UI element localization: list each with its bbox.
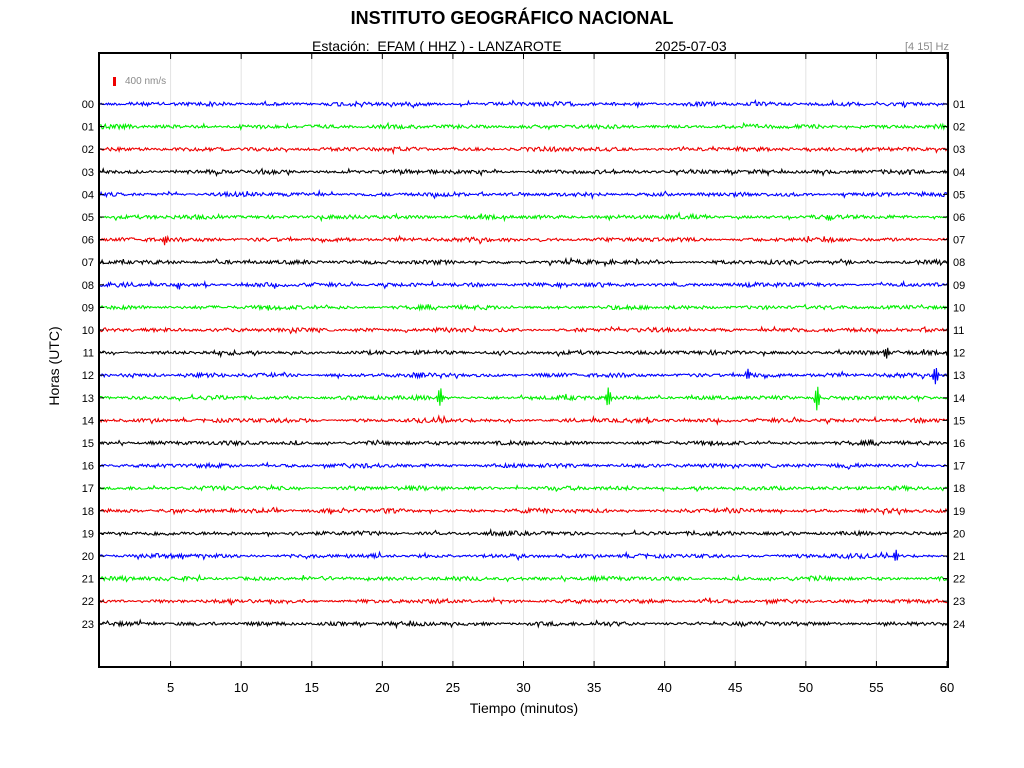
y-tick-label-right: 06 bbox=[953, 212, 965, 224]
y-tick-label-right: 10 bbox=[953, 302, 965, 314]
y-tick-label-left: 08 bbox=[82, 280, 94, 292]
y-tick-label-left: 11 bbox=[83, 348, 94, 360]
y-tick-label-left: 21 bbox=[82, 574, 94, 586]
amplitude-scale-bar bbox=[113, 77, 116, 86]
y-tick-label-left: 09 bbox=[82, 302, 94, 314]
y-tick-label-right: 18 bbox=[953, 483, 965, 495]
x-tick-label: 35 bbox=[587, 680, 601, 695]
y-tick-label-right: 15 bbox=[953, 415, 965, 427]
trace-hour-13 bbox=[100, 386, 948, 411]
trace-hour-19 bbox=[99, 527, 948, 538]
y-tick-label-right: 11 bbox=[953, 325, 964, 337]
trace-hour-12 bbox=[99, 367, 948, 385]
y-tick-label-left: 19 bbox=[82, 528, 94, 540]
trace-hour-02 bbox=[99, 145, 948, 156]
y-tick-label-left: 14 bbox=[82, 415, 94, 427]
trace-hour-23 bbox=[99, 618, 948, 630]
y-tick-label-right: 13 bbox=[953, 370, 965, 382]
y-axis-label: Horas (UTC) bbox=[46, 326, 62, 406]
y-tick-label-right: 07 bbox=[953, 235, 965, 247]
y-tick-label-right: 21 bbox=[953, 551, 965, 563]
trace-hour-17 bbox=[99, 483, 948, 493]
trace-hour-14 bbox=[99, 414, 948, 426]
x-tick-label: 55 bbox=[869, 680, 883, 695]
y-tick-label-left: 13 bbox=[82, 393, 94, 405]
y-tick-label-left: 12 bbox=[82, 370, 94, 382]
y-tick-label-left: 20 bbox=[82, 551, 94, 563]
y-tick-label-right: 20 bbox=[953, 528, 965, 540]
y-tick-label-right: 24 bbox=[953, 619, 965, 631]
y-tick-label-left: 06 bbox=[82, 235, 94, 247]
x-tick-label: 50 bbox=[799, 680, 813, 695]
trace-hour-16 bbox=[99, 460, 948, 470]
trace-hour-06 bbox=[99, 234, 948, 246]
trace-hour-05 bbox=[99, 211, 948, 223]
y-tick-label-right: 03 bbox=[953, 144, 965, 156]
page-title: INSTITUTO GEOGRÁFICO NACIONAL bbox=[350, 8, 674, 28]
y-tick-label-left: 22 bbox=[82, 596, 94, 608]
y-tick-label-left: 15 bbox=[82, 438, 94, 450]
trace-hour-03 bbox=[99, 167, 948, 178]
x-tick-label: 25 bbox=[446, 680, 460, 695]
trace-hour-09 bbox=[99, 303, 948, 312]
y-tick-label-left: 23 bbox=[82, 619, 94, 631]
y-tick-label-right: 14 bbox=[953, 393, 965, 405]
filter-band-label: [4 15] Hz bbox=[904, 41, 949, 53]
x-tick-label: 5 bbox=[167, 680, 174, 695]
y-tick-label-right: 23 bbox=[953, 596, 965, 608]
x-tick-label: 30 bbox=[516, 680, 530, 695]
trace-hour-08 bbox=[99, 279, 948, 290]
trace-hour-04 bbox=[99, 189, 948, 201]
y-tick-label-right: 16 bbox=[953, 438, 965, 450]
trace-hour-00 bbox=[99, 98, 948, 109]
y-tick-label-left: 00 bbox=[82, 99, 94, 111]
y-tick-label-right: 02 bbox=[953, 122, 965, 134]
y-tick-label-left: 10 bbox=[82, 325, 94, 337]
y-tick-label-right: 04 bbox=[953, 167, 965, 179]
x-tick-label: 15 bbox=[305, 680, 319, 695]
trace-hour-18 bbox=[99, 506, 948, 516]
x-tick-label: 20 bbox=[375, 680, 389, 695]
amplitude-scale-label: 400 nm/s bbox=[125, 76, 167, 87]
y-tick-label-left: 04 bbox=[82, 189, 94, 201]
y-tick-label-right: 22 bbox=[953, 574, 965, 586]
x-tick-label: 60 bbox=[940, 680, 954, 695]
date-label: 2025-07-03 bbox=[655, 38, 727, 54]
trace-hour-22 bbox=[99, 596, 947, 606]
y-tick-label-left: 05 bbox=[82, 212, 94, 224]
y-tick-label-left: 17 bbox=[82, 483, 94, 495]
y-tick-label-right: 05 bbox=[953, 189, 965, 201]
trace-hour-11 bbox=[99, 347, 948, 359]
y-tick-label-right: 17 bbox=[953, 461, 965, 473]
x-tick-label: 45 bbox=[728, 680, 742, 695]
trace-hour-15 bbox=[99, 438, 948, 447]
trace-hour-07 bbox=[99, 256, 948, 268]
trace-hour-21 bbox=[99, 573, 948, 583]
y-tick-label-left: 01 bbox=[82, 122, 94, 134]
y-tick-label-right: 01 bbox=[953, 99, 965, 111]
y-tick-label-left: 16 bbox=[82, 461, 94, 473]
x-axis-label: Tiempo (minutos) bbox=[469, 700, 579, 716]
y-tick-label-right: 09 bbox=[953, 280, 965, 292]
y-tick-label-right: 19 bbox=[953, 506, 965, 518]
trace-hour-20 bbox=[99, 549, 948, 562]
y-tick-label-right: 12 bbox=[953, 348, 965, 360]
x-tick-label: 40 bbox=[657, 680, 671, 695]
y-tick-label-left: 18 bbox=[82, 506, 94, 518]
station-label: Estación: EFAM ( HHZ ) - LANZAROTE bbox=[312, 38, 562, 54]
y-tick-label-left: 07 bbox=[82, 257, 94, 269]
y-tick-label-left: 02 bbox=[82, 144, 94, 156]
y-tick-label-left: 03 bbox=[82, 167, 94, 179]
x-tick-label: 10 bbox=[234, 680, 248, 695]
y-tick-label-right: 08 bbox=[953, 257, 965, 269]
trace-hour-01 bbox=[100, 121, 948, 131]
trace-hour-10 bbox=[99, 325, 948, 335]
